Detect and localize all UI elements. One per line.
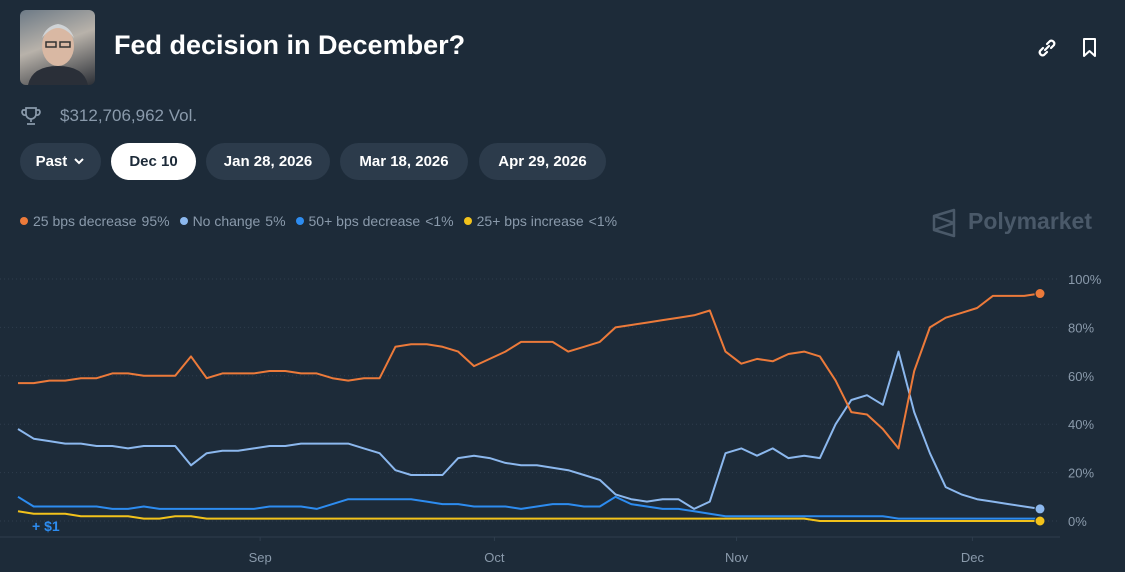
brand-name: Polymarket [968, 208, 1093, 234]
tab[interactable]: Past [20, 143, 101, 180]
legend-item: No change 5% [179, 213, 286, 229]
legend-item: 50+ bps decrease <1% [295, 213, 454, 229]
y-tick-label: 100% [1068, 272, 1102, 287]
legend-name: 50+ bps decrease [308, 213, 421, 229]
end-dot [1034, 503, 1046, 515]
y-tick-label: 20% [1068, 466, 1094, 481]
y-tick-label: 0% [1068, 514, 1087, 529]
legend-name: 25 bps decrease [33, 213, 137, 229]
series-line [17, 510, 1040, 522]
y-tick-label: 40% [1068, 417, 1094, 432]
legend-value: 95% [141, 213, 170, 229]
annotation: + $1 [32, 518, 60, 534]
volume: $312,706,962 Vol. [60, 106, 198, 125]
end-dot [1034, 515, 1046, 527]
chevron [74, 158, 85, 165]
legend-value: 5% [265, 213, 286, 229]
series-line [17, 495, 1040, 520]
x-tick-label: Dec [961, 550, 985, 565]
link-icon[interactable] [1036, 37, 1058, 59]
legend-name: 25+ bps increase [476, 213, 584, 229]
tab-label: Past [35, 153, 68, 170]
y-tick-label: 60% [1068, 369, 1094, 384]
legend-item: 25 bps decrease 95% [20, 213, 170, 229]
brand-logo [932, 208, 956, 238]
tab[interactable]: Mar 18, 2026 [340, 143, 468, 180]
legend-dot [295, 217, 304, 225]
x-tick-label: Sep [249, 550, 272, 565]
legend-item: 25+ bps increase <1% [463, 213, 618, 229]
trophy-icon [21, 107, 41, 125]
legend-dot [20, 217, 28, 225]
legend: 25 bps decrease 95% No change 5% 50+ bps dec… [20, 213, 617, 229]
tab[interactable]: Jan 28, 2026 [206, 143, 330, 180]
legend-dot [179, 217, 188, 225]
x-tick-label: Oct [484, 550, 505, 565]
legend-value: <1% [425, 213, 454, 229]
market-title: Fed decision in December? [114, 30, 466, 60]
portrait [28, 24, 88, 85]
series-line [18, 292, 1041, 450]
y-tick-label: 80% [1068, 320, 1094, 335]
legend-value: <1% [588, 213, 618, 229]
end-dot [1034, 288, 1046, 300]
x-tick-label: Nov [725, 550, 749, 565]
bookmark-icon[interactable] [1080, 37, 1100, 59]
series-line [17, 350, 1041, 510]
legend-dot [463, 217, 472, 225]
chart: 0% 20% 40% 60% 80% 100% Sep Oct Nov Dec + $1 [0, 272, 1102, 565]
tab[interactable]: Apr 29, 2026 [479, 143, 606, 180]
legend-name: No change [192, 213, 261, 229]
market-image [20, 10, 95, 85]
tab[interactable]: Dec 10 [111, 143, 196, 180]
